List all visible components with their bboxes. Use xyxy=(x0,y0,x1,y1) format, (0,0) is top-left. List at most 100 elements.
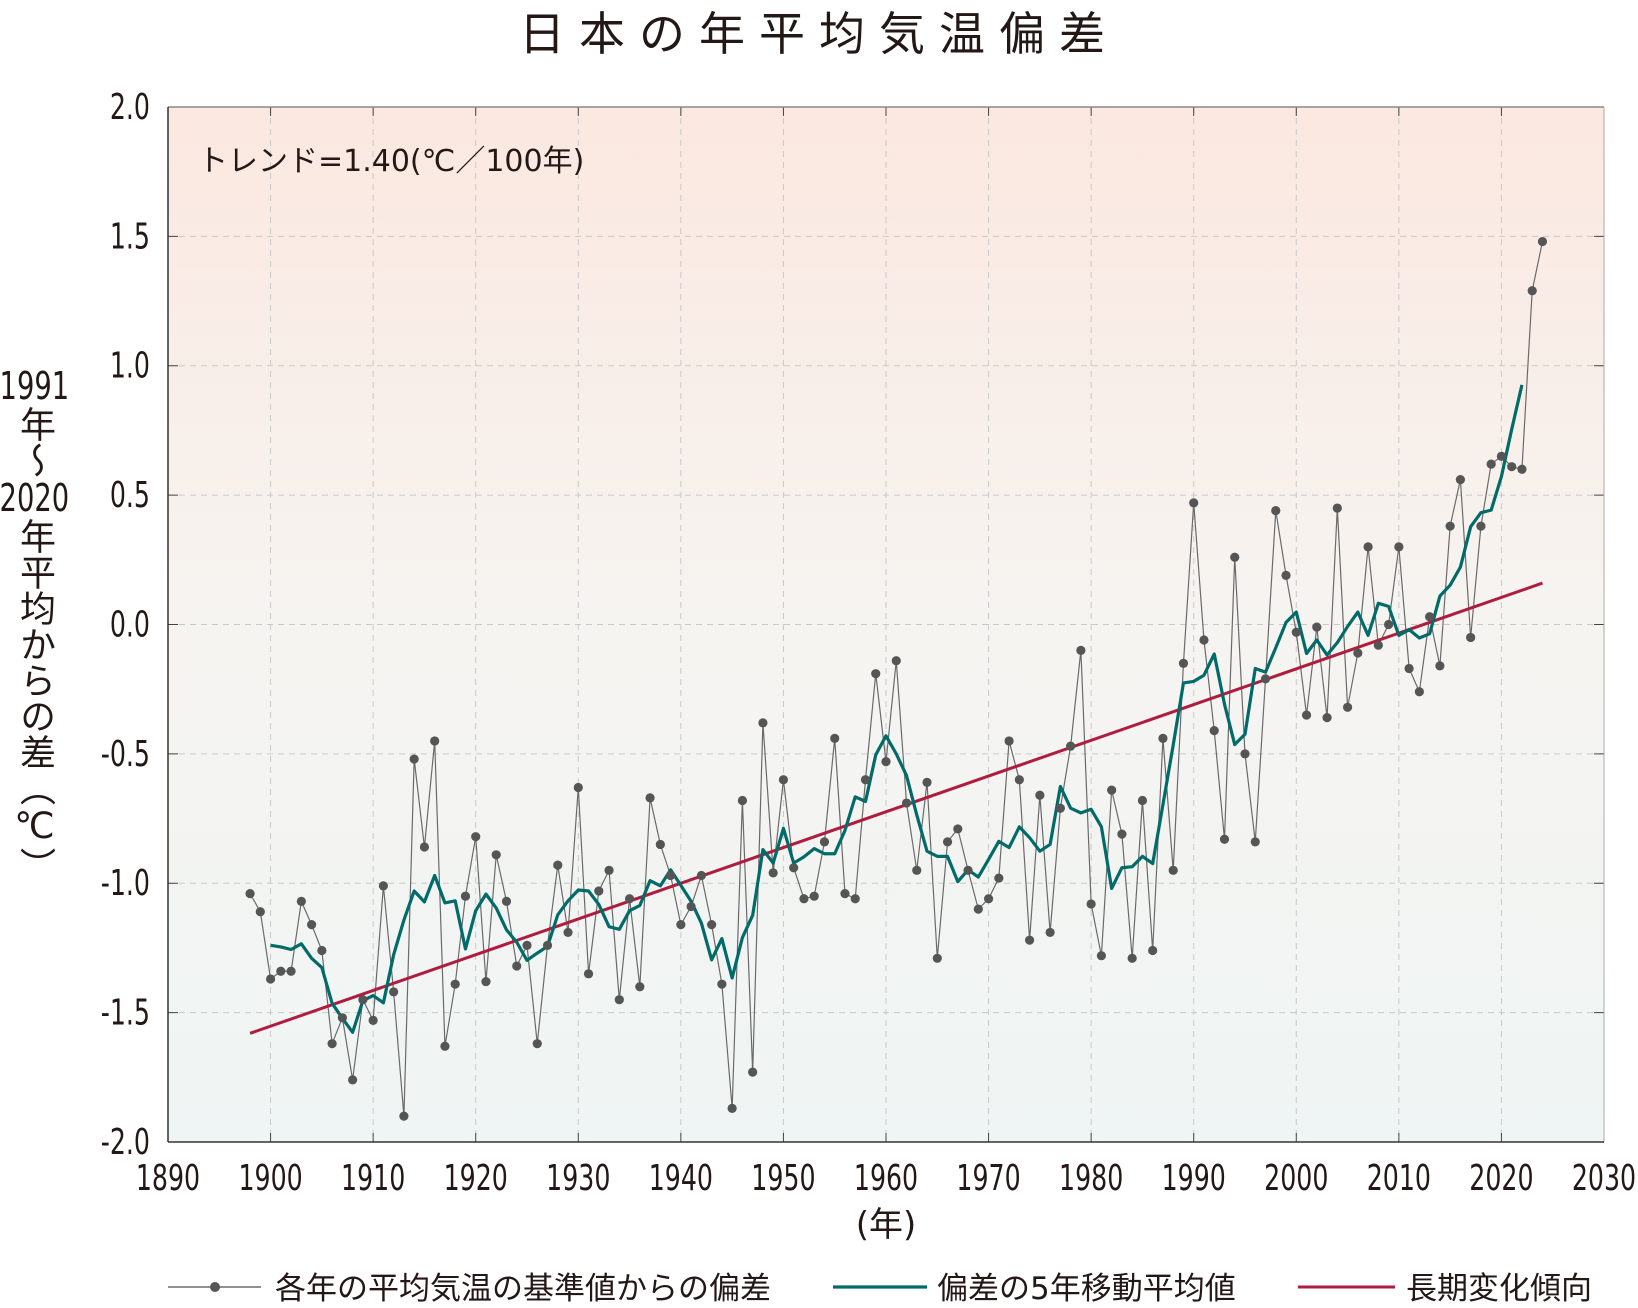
annual-anomaly-point xyxy=(409,754,419,764)
annual-anomaly-point xyxy=(963,865,973,875)
annual-anomaly-point xyxy=(317,945,327,956)
x-tick-label: 2010 xyxy=(1367,1157,1431,1199)
annual-anomaly-point xyxy=(1312,622,1322,632)
legend-item-trend: 長期変化傾向 xyxy=(1406,1271,1592,1307)
annual-anomaly-point xyxy=(1137,795,1148,806)
annual-anomaly-point xyxy=(1373,640,1383,650)
y-tick-label: 2.0 xyxy=(110,86,150,128)
annual-anomaly-point xyxy=(1435,661,1445,671)
annual-anomaly-point xyxy=(1496,451,1507,461)
annual-anomaly-point xyxy=(973,904,983,914)
x-tick-label: 2030 xyxy=(1572,1157,1636,1199)
annual-anomaly-point xyxy=(809,891,819,901)
y-tick-label: 1.5 xyxy=(110,215,150,257)
annual-anomaly-point xyxy=(1250,837,1260,847)
annual-anomaly-point xyxy=(1086,899,1096,909)
annual-anomaly-point xyxy=(1158,733,1168,743)
annual-anomaly-point xyxy=(337,1013,347,1023)
annual-anomaly-point xyxy=(450,979,460,989)
x-tick-label: 1900 xyxy=(238,1157,302,1199)
annual-anomaly-point xyxy=(573,782,583,793)
x-tick-label: 1950 xyxy=(751,1157,815,1199)
x-tick-label: 2000 xyxy=(1264,1157,1328,1199)
annual-anomaly-point xyxy=(594,886,604,896)
legend-item-moving-average: 偏差の5年移動平均値 xyxy=(937,1271,1236,1307)
annual-anomaly-point xyxy=(1291,627,1301,637)
annual-anomaly-point xyxy=(666,870,676,881)
annual-anomaly-point xyxy=(1537,236,1548,247)
x-tick-label: 1960 xyxy=(854,1157,918,1199)
annual-anomaly-point xyxy=(1189,498,1199,508)
annual-anomaly-point xyxy=(1507,462,1517,472)
annual-anomaly-point xyxy=(1384,619,1394,630)
legend-swatch-marker xyxy=(210,1282,220,1292)
annual-anomaly-point xyxy=(1455,475,1465,485)
annual-anomaly-point xyxy=(891,656,901,666)
annual-anomaly-point xyxy=(481,976,491,987)
annual-anomaly-point xyxy=(676,920,686,930)
annual-anomaly-point xyxy=(1014,775,1024,785)
y-tick-label: 1.0 xyxy=(110,344,150,386)
annual-anomaly-point xyxy=(1486,459,1496,469)
annual-anomaly-point xyxy=(707,920,717,930)
annual-anomaly-point xyxy=(983,894,994,904)
annual-anomaly-point xyxy=(583,969,594,979)
annual-anomaly-point xyxy=(1148,945,1158,956)
annual-anomaly-point xyxy=(491,850,501,860)
annual-anomaly-point xyxy=(265,974,276,984)
annual-anomaly-point xyxy=(1219,834,1230,844)
trend-line xyxy=(249,581,1543,1035)
annual-anomaly-point xyxy=(881,757,891,767)
annual-anomaly-point xyxy=(778,775,789,785)
annual-anomaly-point xyxy=(696,870,706,881)
annual-anomaly-point xyxy=(1168,865,1178,875)
annual-anomaly-point xyxy=(1209,725,1219,736)
annual-anomaly-point xyxy=(307,920,317,930)
annual-anomaly-point xyxy=(860,775,871,785)
annual-anomaly-point xyxy=(1055,803,1065,813)
annual-anomaly-point xyxy=(1127,953,1137,963)
annual-anomaly-point xyxy=(532,1039,542,1049)
annual-anomaly-point xyxy=(1096,951,1106,961)
x-tick-label: 1910 xyxy=(341,1157,405,1199)
annual-anomaly-point xyxy=(296,896,306,906)
annual-anomaly-point xyxy=(840,889,850,899)
annual-anomaly-point xyxy=(912,865,922,875)
x-axis-label: (年) xyxy=(856,1205,917,1245)
annual-anomaly-point xyxy=(1004,736,1014,746)
annual-anomaly-point xyxy=(378,881,388,891)
annual-anomaly-point xyxy=(276,966,286,976)
annual-anomaly-point xyxy=(368,1015,378,1025)
y-axis-label-part: 年～ xyxy=(14,406,55,478)
y-tick-label: -1.0 xyxy=(101,862,150,904)
annual-anomaly-point xyxy=(922,777,932,787)
x-tick-label: 1990 xyxy=(1162,1157,1226,1199)
y-tick-label: -2.0 xyxy=(101,1121,150,1163)
annual-anomaly-point xyxy=(1230,552,1240,562)
annual-anomaly-point xyxy=(737,795,748,806)
annual-anomaly-point xyxy=(1445,521,1455,531)
annual-anomaly-point xyxy=(358,995,368,1005)
annual-anomaly-point xyxy=(522,940,532,950)
annual-anomaly-point xyxy=(932,953,942,963)
annual-anomaly-point xyxy=(255,907,265,917)
annual-anomaly-point xyxy=(1342,702,1353,712)
annual-anomaly-point xyxy=(1199,635,1209,645)
legend-item-annual-anomaly: 各年の平均気温の基準値からの偏差 xyxy=(275,1271,771,1307)
annual-anomaly-point xyxy=(245,889,255,899)
x-tick-label: 1970 xyxy=(956,1157,1020,1199)
annual-anomaly-point xyxy=(953,824,963,834)
x-tick-label: 1980 xyxy=(1059,1157,1123,1199)
annual-anomaly-point xyxy=(348,1075,358,1085)
annual-anomaly-point xyxy=(1363,542,1373,552)
annual-anomaly-point xyxy=(1271,506,1281,516)
y-axis-label-part: 2020 xyxy=(0,476,69,520)
annual-anomaly-point xyxy=(460,891,471,901)
annual-anomaly-point xyxy=(1394,542,1404,552)
annual-anomaly-point xyxy=(553,860,563,870)
annual-anomaly-point xyxy=(1107,785,1117,795)
annual-anomaly-point xyxy=(850,894,860,904)
annual-anomaly-point xyxy=(542,940,553,950)
annual-anomaly-point xyxy=(1476,521,1486,531)
annual-anomaly-point xyxy=(1045,927,1055,938)
